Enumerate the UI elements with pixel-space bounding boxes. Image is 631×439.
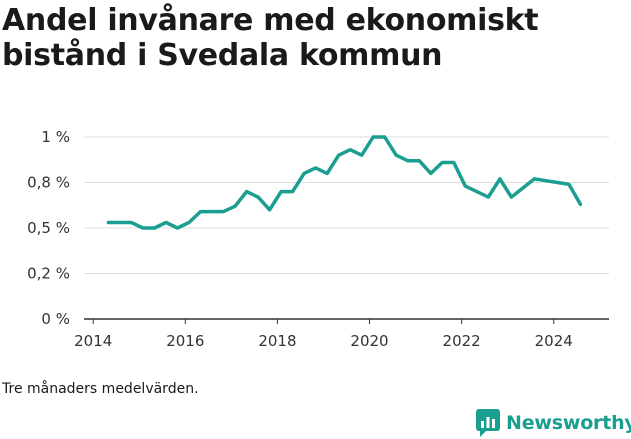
data-point [486, 195, 490, 199]
y-tick-label: 1 % [41, 128, 70, 146]
data-point [314, 166, 318, 170]
data-point [521, 186, 525, 190]
x-tick-label: 2020 [350, 332, 388, 350]
data-point [429, 171, 433, 175]
data-point [578, 202, 582, 206]
data-point [325, 171, 329, 175]
data-point [106, 221, 110, 225]
data-point [452, 160, 456, 164]
data-point [360, 153, 364, 157]
y-tick-label: 0,2 % [27, 265, 70, 283]
data-point [233, 204, 237, 208]
data-point [544, 179, 548, 183]
y-tick-label: 0,8 % [27, 174, 70, 192]
data-point [371, 135, 375, 139]
line-chart: 0 %0,2 %0,5 %0,8 %1 % 2014 2016 2018 2020 20… [27, 128, 609, 350]
data-point [268, 208, 272, 212]
data-point [175, 226, 179, 230]
data-point [406, 159, 410, 163]
data-point [417, 159, 421, 163]
y-tick-label: 0,5 % [27, 219, 70, 237]
x-tick-label: 2018 [258, 332, 296, 350]
x-tick-label: 2016 [166, 332, 204, 350]
data-point [141, 226, 145, 230]
data-point [440, 160, 444, 164]
data-point [279, 190, 283, 194]
series-layer [106, 135, 583, 230]
x-axis: 2014 2016 2018 2020 2022 2024 [74, 319, 573, 350]
data-point [348, 148, 352, 152]
data-point [302, 171, 306, 175]
data-point [394, 153, 398, 157]
series-line-0 [106, 135, 583, 230]
data-point [256, 195, 260, 199]
data-point [463, 184, 467, 188]
data-point [129, 221, 133, 225]
brand-name: Newsworthy [506, 412, 631, 434]
data-point [245, 190, 249, 194]
data-point [555, 181, 559, 185]
data-point [164, 221, 168, 225]
y-axis-ticks: 0 % 0,2 % 0,5 % 0,8 % 1 % [27, 128, 70, 328]
x-tick-label: 2014 [74, 332, 112, 350]
data-point [337, 153, 341, 157]
data-point [509, 195, 513, 199]
newsworthy-logo-icon [476, 409, 500, 437]
data-point [118, 221, 122, 225]
data-point [475, 190, 479, 194]
data-point [210, 210, 214, 214]
newsworthy-logo: Newsworthy [476, 409, 631, 437]
x-tick-label: 2022 [443, 332, 481, 350]
chart-title: Andel invånare med ekonomiskt bistånd i … [2, 3, 539, 73]
footnote: Tre månaders medelvärden. [2, 381, 199, 397]
data-point [222, 210, 226, 214]
data-point [199, 210, 203, 214]
y-tick-label: 0 % [41, 310, 70, 328]
x-tick-label: 2024 [535, 332, 573, 350]
data-point [187, 221, 191, 225]
data-point [291, 190, 295, 194]
data-point [532, 177, 536, 181]
data-point [567, 182, 571, 186]
grid-lines [84, 136, 609, 320]
data-point [383, 135, 387, 139]
data-point [152, 226, 156, 230]
data-point [498, 177, 502, 181]
